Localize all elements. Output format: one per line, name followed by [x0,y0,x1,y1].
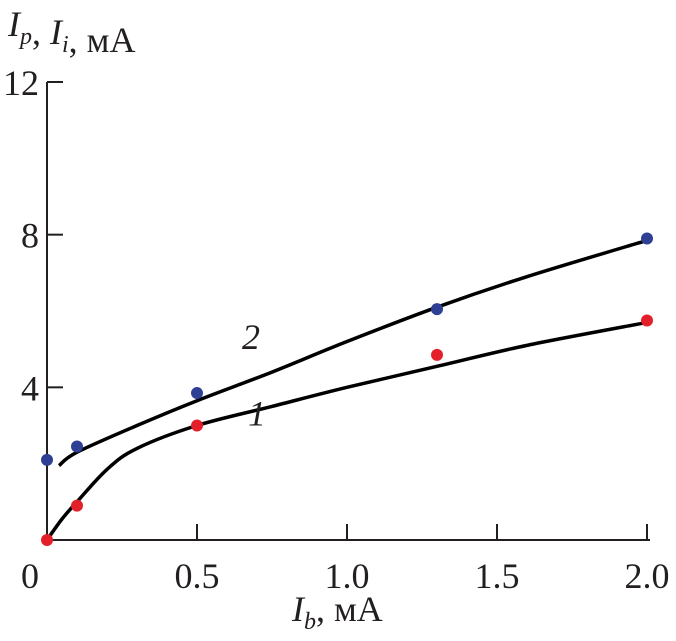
fit-curve-1 [45,320,648,542]
data-point-series-2 [431,303,443,316]
x-tick-label: 0 [21,556,39,596]
data-point-series-1 [41,534,53,546]
y-axis-label: Ip, Ii, мА [7,4,135,60]
fit-curve-2 [57,238,648,467]
data-point-series-1 [431,348,443,361]
data-point-series-2 [191,387,203,400]
x-tick-label: 1.5 [475,556,520,596]
data-point-series-1 [191,419,203,432]
data-point-series-1 [641,314,653,327]
curve-label-1: 1 [248,394,266,434]
curve-label-2: 2 [242,317,260,357]
data-points [41,232,653,546]
x-tick-label: 1.0 [325,556,370,596]
data-point-series-2 [71,440,83,453]
data-point-series-2 [641,232,653,245]
fit-curves [45,238,648,542]
x-axis-label: Ib, мА [291,589,383,635]
data-point-series-2 [41,453,53,466]
x-tick-label: 2.0 [625,556,670,596]
labels: 12 [242,317,266,433]
y-tick-label: 4 [21,368,39,408]
x-tick-label: 0.5 [175,556,220,596]
y-tick-label: 8 [21,216,39,256]
data-point-series-1 [71,499,83,512]
y-tick-label: 12 [3,63,39,103]
